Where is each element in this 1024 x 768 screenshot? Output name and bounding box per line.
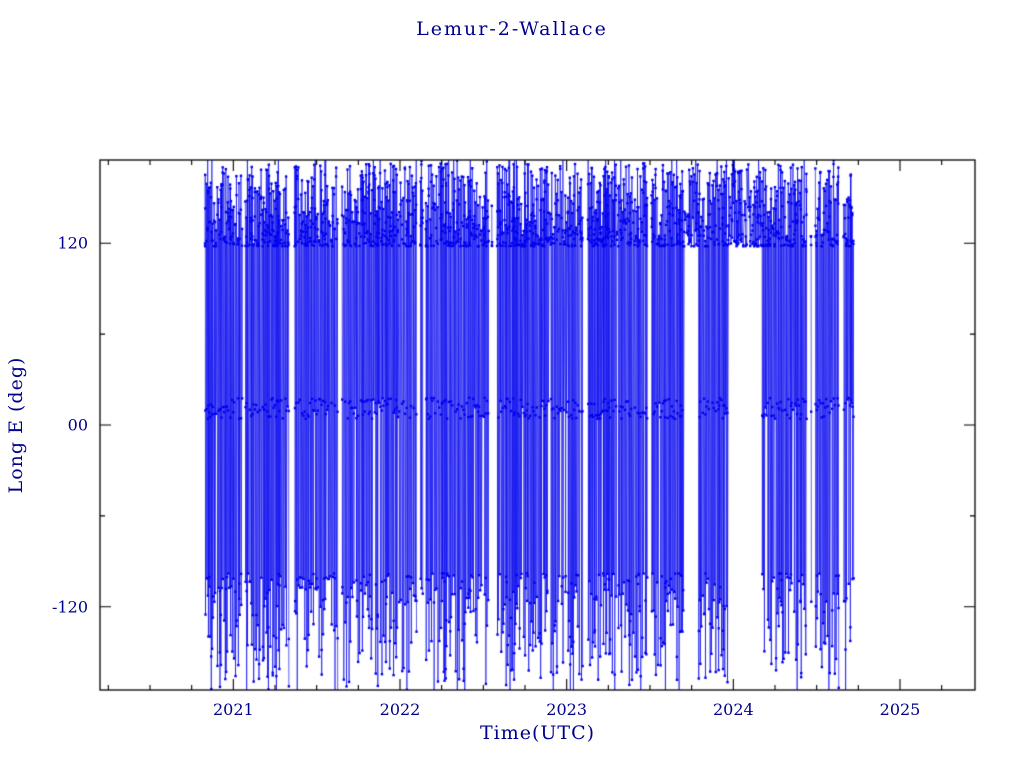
y-tick-label: 00 (67, 415, 88, 435)
y-tick-label: 120 (57, 233, 88, 253)
x-tick-label: 2024 (712, 700, 754, 719)
y-tick-label: -120 (52, 597, 88, 617)
x-tick-label: 2021 (212, 700, 254, 719)
x-tick-label: 2025 (879, 700, 921, 719)
x-tick-label: 2023 (546, 700, 588, 719)
chart-title: Lemur-2-Wallace (416, 18, 608, 40)
y-axis-label: Long E (deg) (5, 356, 27, 494)
x-tick-label: 2022 (379, 700, 421, 719)
x-axis-label: Time(UTC) (479, 722, 596, 744)
